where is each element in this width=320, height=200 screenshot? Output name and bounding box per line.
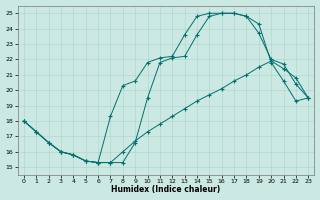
X-axis label: Humidex (Indice chaleur): Humidex (Indice chaleur)	[111, 185, 221, 194]
